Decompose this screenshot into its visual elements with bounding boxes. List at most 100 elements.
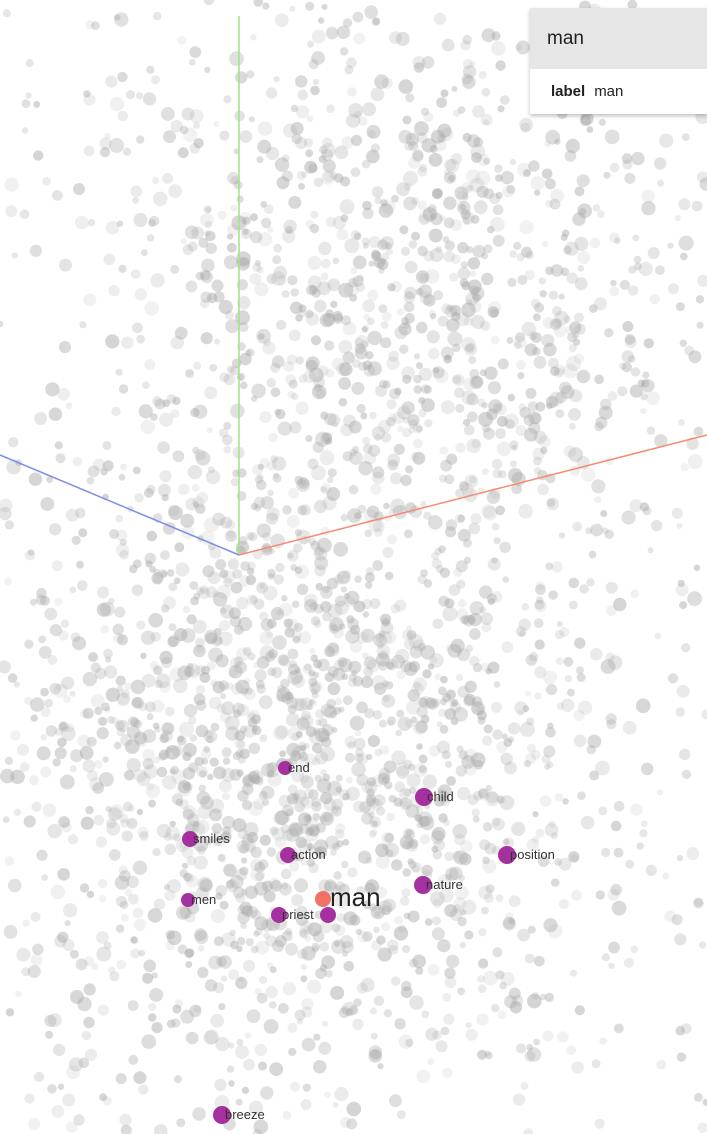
background-point xyxy=(477,153,490,167)
background-point xyxy=(256,156,264,164)
background-point xyxy=(200,795,214,810)
background-point xyxy=(461,755,476,769)
background-point xyxy=(214,338,220,345)
neighbor-point[interactable] xyxy=(414,876,432,894)
background-point xyxy=(312,671,320,678)
background-point xyxy=(481,28,496,43)
background-point xyxy=(273,472,280,479)
background-point xyxy=(488,399,503,414)
background-point xyxy=(559,381,572,395)
neighbor-label: child xyxy=(427,789,454,804)
background-point xyxy=(392,411,405,424)
background-point xyxy=(393,443,405,455)
background-point xyxy=(314,565,326,577)
background-point xyxy=(534,666,547,679)
background-point xyxy=(546,761,554,769)
background-point xyxy=(441,303,452,315)
neighbor-point[interactable] xyxy=(182,831,198,847)
background-point xyxy=(174,1075,182,1084)
background-point xyxy=(458,599,467,608)
background-point xyxy=(291,392,299,400)
background-point xyxy=(142,381,150,389)
background-point xyxy=(235,1098,243,1106)
selected-point[interactable] xyxy=(315,891,331,907)
background-point xyxy=(291,768,305,783)
background-point xyxy=(493,403,502,412)
background-point xyxy=(79,709,90,719)
background-point xyxy=(283,361,294,372)
background-point xyxy=(408,427,416,434)
background-point xyxy=(309,671,319,681)
background-point xyxy=(156,823,171,838)
background-point xyxy=(430,830,445,844)
background-point xyxy=(304,160,317,174)
background-point xyxy=(248,742,261,755)
background-point xyxy=(423,511,432,520)
background-point xyxy=(573,734,587,748)
background-point xyxy=(329,624,339,634)
background-point xyxy=(483,188,495,200)
background-point xyxy=(481,402,488,409)
neighbor-point[interactable] xyxy=(271,907,287,923)
background-point xyxy=(387,459,399,471)
neighbor-point[interactable] xyxy=(498,846,516,864)
background-point xyxy=(549,318,562,331)
background-point xyxy=(109,96,125,112)
background-point xyxy=(263,338,271,347)
background-point xyxy=(65,402,73,410)
background-point xyxy=(151,75,161,85)
background-point xyxy=(671,507,683,519)
neighbor-point[interactable] xyxy=(181,893,195,907)
background-point xyxy=(206,735,214,744)
background-point xyxy=(282,981,297,996)
background-point xyxy=(48,407,63,421)
background-point xyxy=(625,859,635,869)
background-point xyxy=(627,0,638,10)
background-point xyxy=(250,846,262,858)
background-point xyxy=(132,907,144,919)
background-point xyxy=(221,792,230,801)
background-point xyxy=(312,78,319,85)
background-point xyxy=(200,291,212,303)
background-point xyxy=(403,638,415,650)
background-point xyxy=(533,955,545,967)
background-point xyxy=(530,176,545,191)
neighbor-point[interactable] xyxy=(213,1106,231,1124)
background-point xyxy=(495,505,505,516)
background-point xyxy=(265,935,277,947)
background-point xyxy=(469,601,484,616)
background-point xyxy=(59,258,72,272)
background-point xyxy=(298,741,307,750)
background-point xyxy=(416,743,423,750)
background-point xyxy=(186,614,197,625)
background-point xyxy=(514,701,528,715)
background-point xyxy=(540,446,548,455)
background-point xyxy=(183,704,198,718)
background-point xyxy=(180,1009,195,1024)
background-point xyxy=(599,1037,607,1045)
background-point xyxy=(217,518,225,527)
neighbor-point[interactable] xyxy=(278,761,292,775)
neighbor-point[interactable] xyxy=(320,907,336,923)
background-point xyxy=(649,294,660,305)
background-point xyxy=(543,670,558,685)
neighbor-point[interactable] xyxy=(280,847,296,863)
background-point xyxy=(462,75,476,89)
background-point xyxy=(339,47,349,56)
background-point xyxy=(142,972,154,984)
background-point xyxy=(628,265,637,274)
background-point xyxy=(161,604,170,613)
background-point xyxy=(422,669,432,679)
background-point xyxy=(621,350,634,363)
neighbor-point[interactable] xyxy=(415,788,433,806)
background-point xyxy=(697,274,707,287)
background-point xyxy=(581,467,596,482)
background-point xyxy=(287,670,303,686)
background-point xyxy=(515,332,526,343)
background-point xyxy=(374,196,382,205)
background-point xyxy=(375,633,385,643)
background-point xyxy=(114,14,121,21)
background-point xyxy=(225,519,236,530)
